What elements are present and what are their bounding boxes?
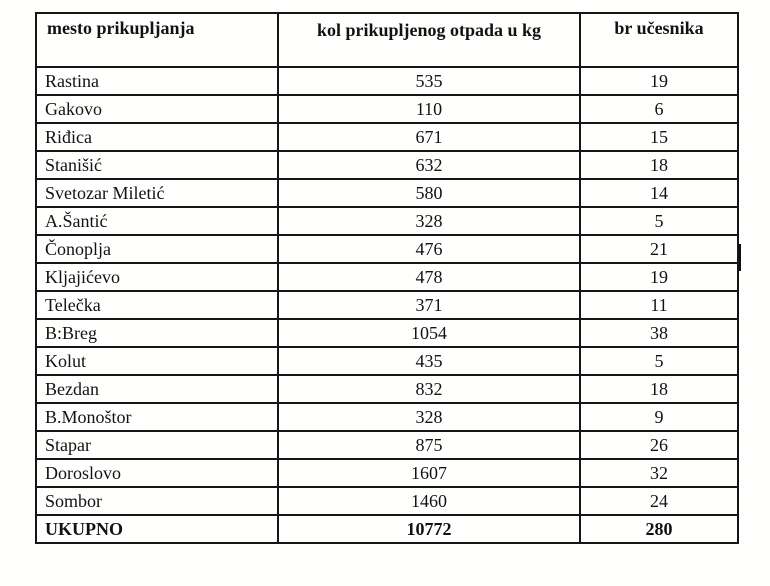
cell-place: Doroslovo [35,458,279,488]
cell-participants: 19 [579,262,739,292]
table-row: B:Breg 1054 38 [35,318,739,348]
table-row: Kolut 435 5 [35,346,739,376]
table-row: B.Monoštor 328 9 [35,402,739,432]
cell-place: Stapar [35,430,279,460]
table-body: Rastina 535 19 Gakovo 110 6 Riđica 671 1… [35,66,739,516]
cell-kg: 1460 [277,486,581,516]
cell-place: Čonoplja [35,234,279,264]
text-cursor [739,244,741,271]
cell-place: Kolut [35,346,279,376]
cell-place: Telečka [35,290,279,320]
cell-place: Riđica [35,122,279,152]
cell-kg: 632 [277,150,581,180]
cell-kg: 875 [277,430,581,460]
cell-place: Svetozar Miletić [35,178,279,208]
table-row: Stanišić 632 18 [35,150,739,180]
header-row: mesto prikupljanja kol prikupljenog otpa… [35,12,739,68]
cell-participants: 5 [579,346,739,376]
cell-kg: 1607 [277,458,581,488]
cell-kg: 478 [277,262,581,292]
cell-participants: 32 [579,458,739,488]
table-row: Sombor 1460 24 [35,486,739,516]
cell-place: Sombor [35,486,279,516]
total-participants: 280 [579,514,739,544]
table-row: Telečka 371 11 [35,290,739,320]
table-row: Rastina 535 19 [35,66,739,96]
cell-participants: 5 [579,206,739,236]
cell-kg: 535 [277,66,581,96]
cell-kg: 1054 [277,318,581,348]
cell-participants: 6 [579,94,739,124]
table-row: Svetozar Miletić 580 14 [35,178,739,208]
cell-participants: 38 [579,318,739,348]
cell-participants: 9 [579,402,739,432]
cell-kg: 832 [277,374,581,404]
cell-place: Kljajićevo [35,262,279,292]
header-participants-label: br učesnika [614,18,704,38]
cell-kg: 671 [277,122,581,152]
cell-place: Stanišić [35,150,279,180]
total-row: UKUPNO 10772 280 [35,514,739,544]
cell-place: A.Šantić [35,206,279,236]
table-row: Bezdan 832 18 [35,374,739,404]
cell-participants: 26 [579,430,739,460]
cell-participants: 21 [579,234,739,264]
table-row: Čonoplja 476 21 [35,234,739,264]
cell-participants: 18 [579,150,739,180]
cell-place: Gakovo [35,94,279,124]
header-kg-label: kol prikupljenog otpada u kg [316,20,542,40]
table-row: Stapar 875 26 [35,430,739,460]
table-row: A.Šantić 328 5 [35,206,739,236]
total-label: UKUPNO [35,514,279,544]
cell-kg: 328 [277,206,581,236]
total-kg: 10772 [277,514,581,544]
header-place-label: mesto prikupljanja [47,18,195,38]
cell-place: Rastina [35,66,279,96]
cell-place: B:Breg [35,318,279,348]
table-row: Kljajićevo 478 19 [35,262,739,292]
cell-participants: 18 [579,374,739,404]
cell-place: Bezdan [35,374,279,404]
cell-kg: 476 [277,234,581,264]
cell-participants: 11 [579,290,739,320]
waste-collection-table: mesto prikupljanja kol prikupljenog otpa… [35,12,739,544]
table-row: Gakovo 110 6 [35,94,739,124]
cell-participants: 15 [579,122,739,152]
cell-kg: 328 [277,402,581,432]
cell-place: B.Monoštor [35,402,279,432]
header-kg: kol prikupljenog otpada u kg [277,12,581,68]
cell-kg: 110 [277,94,581,124]
cell-participants: 19 [579,66,739,96]
header-place: mesto prikupljanja [35,12,279,68]
cell-participants: 24 [579,486,739,516]
cell-participants: 14 [579,178,739,208]
table-row: Doroslovo 1607 32 [35,458,739,488]
table-row: Riđica 671 15 [35,122,739,152]
cell-kg: 435 [277,346,581,376]
cell-kg: 371 [277,290,581,320]
header-participants: br učesnika [579,12,739,68]
cell-kg: 580 [277,178,581,208]
